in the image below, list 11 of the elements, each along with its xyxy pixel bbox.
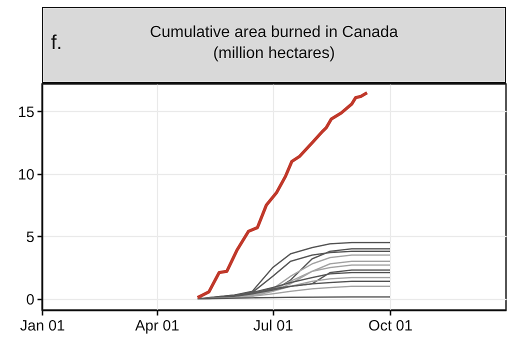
x-tick-label: Jan 01 xyxy=(20,318,66,334)
y-tick-label: 0 xyxy=(26,291,34,308)
text: f. xyxy=(51,32,62,55)
x-tick-label: Jul 01 xyxy=(253,318,294,334)
y-tick-label: 5 xyxy=(26,228,34,246)
chart-subtitle: (million hectares) xyxy=(213,45,335,62)
chart-title: Cumulative area burned in Canada xyxy=(150,24,398,41)
x-tick-label: Apr 01 xyxy=(135,318,180,334)
x-tick-label: Oct 01 xyxy=(368,318,413,334)
y-tick-label: 10 xyxy=(18,166,34,184)
y-tick-label: 15 xyxy=(18,104,34,121)
